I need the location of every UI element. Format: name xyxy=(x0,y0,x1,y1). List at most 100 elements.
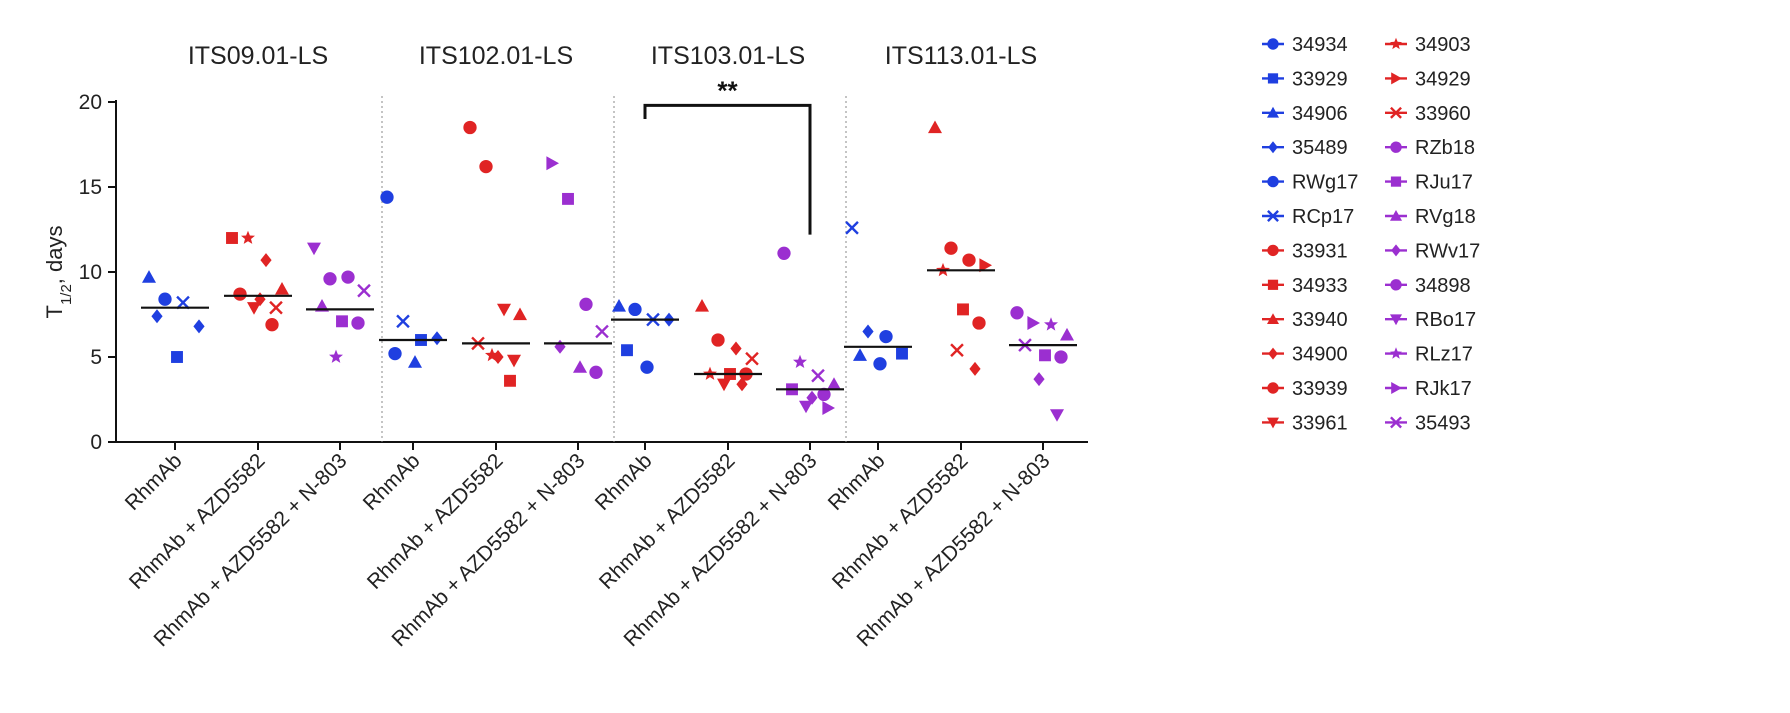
legend-label: 35489 xyxy=(1292,137,1348,159)
data-point xyxy=(408,355,422,368)
legend-label: RWv17 xyxy=(1415,240,1480,262)
data-point xyxy=(612,299,626,312)
x-category-label: RhmAb + AZD5582 xyxy=(363,449,508,594)
legend-label: 34898 xyxy=(1415,275,1471,297)
data-point xyxy=(479,159,493,174)
data-point xyxy=(979,258,992,273)
data-point xyxy=(336,315,348,328)
data-point xyxy=(431,331,443,346)
data-point xyxy=(158,292,172,306)
data-point xyxy=(1033,372,1045,387)
legend-label: 33961 xyxy=(1292,412,1348,434)
data-point xyxy=(193,319,205,334)
panel-title: ITS103.01-LS xyxy=(651,42,805,70)
data-point xyxy=(957,303,969,316)
data-point xyxy=(323,272,337,286)
legend-label: 33929 xyxy=(1292,68,1348,90)
data-point xyxy=(171,351,183,363)
legend-label: 34929 xyxy=(1415,68,1471,90)
legend-marker xyxy=(1267,210,1279,222)
legend-label: 35493 xyxy=(1415,412,1471,434)
y-tick-label: 5 xyxy=(90,346,102,369)
x-category-label: RhmAb + AZD5582 xyxy=(125,449,270,594)
legend-marker xyxy=(1391,382,1402,394)
data-point xyxy=(357,283,371,298)
legend-marker xyxy=(1390,210,1402,221)
significance-label: ** xyxy=(717,75,738,105)
data-point xyxy=(628,302,642,317)
legend-marker xyxy=(1390,314,1402,326)
data-point xyxy=(307,242,321,256)
y-axis-label-unit: , days xyxy=(42,225,67,284)
data-point xyxy=(1060,327,1074,341)
data-point xyxy=(793,354,807,368)
significance-bracket xyxy=(643,103,812,235)
data-point xyxy=(562,192,574,205)
legend-label: 33960 xyxy=(1415,103,1471,125)
data-point xyxy=(497,303,511,317)
legend-marker xyxy=(1267,313,1279,324)
legend-marker xyxy=(1267,244,1279,257)
legend-marker xyxy=(1267,417,1279,429)
x-category-label: RhmAb + AZD5582 xyxy=(595,449,740,594)
legend-label: RJu17 xyxy=(1415,172,1473,194)
legend-marker xyxy=(1391,72,1402,85)
data-point xyxy=(972,316,986,330)
data-point xyxy=(380,190,394,204)
legend-marker xyxy=(1267,382,1279,394)
y-tick-label: 15 xyxy=(79,176,102,199)
data-point xyxy=(1044,317,1058,331)
legend-label: 33939 xyxy=(1292,378,1348,400)
data-point xyxy=(269,300,283,315)
data-point xyxy=(554,339,566,354)
legend-marker xyxy=(1391,244,1401,257)
data-point xyxy=(151,309,163,324)
data-point xyxy=(142,270,156,283)
data-point xyxy=(1050,409,1064,422)
data-point xyxy=(944,241,958,255)
legend-label: 34900 xyxy=(1292,344,1348,366)
legend-marker xyxy=(1390,37,1402,50)
y-axis-label-subscript: 1/2 xyxy=(58,284,75,305)
data-point xyxy=(862,324,874,339)
data-point xyxy=(853,348,867,361)
legend-marker xyxy=(1390,141,1402,153)
data-point xyxy=(351,316,365,330)
data-point xyxy=(463,120,477,135)
data-point xyxy=(711,333,725,347)
y-tick-label: 20 xyxy=(79,91,102,114)
panel-title: ITS09.01-LS xyxy=(188,42,328,70)
data-point xyxy=(589,365,603,379)
legend-label: 34933 xyxy=(1292,275,1348,297)
legend-marker xyxy=(1268,347,1278,360)
legend-marker xyxy=(1390,416,1402,429)
data-point xyxy=(873,357,887,371)
x-category-label: RhmAb xyxy=(359,449,425,515)
legend-marker xyxy=(1268,141,1278,154)
data-point xyxy=(485,347,499,362)
legend-label: RCp17 xyxy=(1292,206,1354,228)
data-point xyxy=(969,361,981,376)
data-point xyxy=(265,318,279,332)
data-point xyxy=(950,343,964,357)
data-point xyxy=(1039,349,1051,362)
legend-marker xyxy=(1390,106,1402,119)
data-point xyxy=(1027,316,1040,330)
data-point xyxy=(811,368,825,383)
data-point xyxy=(817,387,831,402)
legend-marker xyxy=(1390,279,1402,291)
data-point xyxy=(896,347,908,360)
legend-label: 34903 xyxy=(1415,34,1471,56)
x-category-label: RhmAb xyxy=(824,449,890,515)
x-category-label: RhmAb xyxy=(121,449,187,515)
legend-label: 34906 xyxy=(1292,103,1348,125)
data-point xyxy=(777,246,791,260)
data-point xyxy=(275,282,289,295)
y-axis-label: T1/2, days xyxy=(42,225,75,318)
y-tick-label: 0 xyxy=(90,431,102,454)
data-point xyxy=(640,360,654,374)
data-point xyxy=(396,314,410,329)
legend-label: RWg17 xyxy=(1292,172,1358,194)
data-point xyxy=(695,299,709,312)
